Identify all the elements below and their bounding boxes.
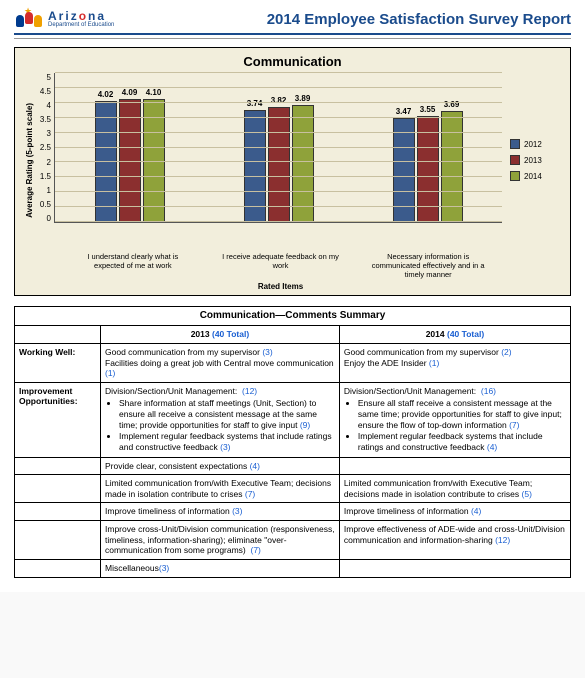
legend-swatch [510,139,520,149]
table-row: Limited communication from/with Executiv… [15,475,571,503]
bar-value: 4.02 [98,90,114,99]
grid-line [55,87,502,88]
row-label: Working Well: [15,343,101,382]
grid-line [55,72,502,73]
x-label: Necessary information is communicated ef… [368,252,488,279]
grid-line [55,191,502,192]
cell-2014: Improve timeliness of information (4) [339,503,570,521]
y-tick: 0 [36,214,51,223]
legend-label: 2013 [524,156,542,165]
x-axis-labels: I understand clearly what is expected of… [59,252,502,279]
brand-main: Arizona [48,10,114,22]
header-bar: ★ Arizona Department of Education 2014 E… [14,8,571,35]
cell-2013: Provide clear, consistent expectations (… [101,457,340,475]
y-tick: 1 [36,186,51,195]
y-tick: 1.5 [36,172,51,181]
table-row: Provide clear, consistent expectations (… [15,457,571,475]
grid-line [55,102,502,103]
bar-group: 3.74 3.823.89 [234,73,324,222]
cell-2013: Division/Section/Unit Management: (12)Sh… [101,382,340,457]
table-row: Improve timeliness of information (3)Imp… [15,503,571,521]
row-label [15,521,101,560]
grid-line [55,132,502,133]
legend: 2012 2013 2014 [502,73,562,248]
cell-2013: Good communication from my supervisor (3… [101,343,340,382]
brand-logo: ★ Arizona Department of Education [14,8,114,30]
legend-swatch [510,155,520,165]
y-tick: 5 [36,73,51,82]
grid-line [55,161,502,162]
y-tick: 2 [36,158,51,167]
y-tick: 3.5 [36,115,51,124]
grid-line [55,117,502,118]
summary-col-2014: 2014 (40 Total) [339,326,570,344]
cell-2014: Division/Section/Unit Management: (16)En… [339,382,570,457]
table-row: Miscellaneous(3) [15,559,571,577]
bar-value: 3.55 [420,105,436,114]
x-label: I receive adequate feedback on my work [220,252,340,279]
bar: 3.89 [292,105,314,222]
bar-groups: 4.024.094.103.743.823.893.473.553.69 [55,73,502,222]
bar-value: 4.10 [146,88,162,97]
row-label: Improvement Opportunities: [15,382,101,457]
legend-label: 2012 [524,140,542,149]
plot-area: 4.024.094.103.743.823.893.473.553.69 [54,73,502,223]
row-label [15,559,101,577]
legend-label: 2014 [524,172,542,181]
table-row: Improve cross-Unit/Division communicatio… [15,521,571,560]
y-tick: 0.5 [36,200,51,209]
grid-line [55,206,502,207]
bar-value: 3.47 [396,107,412,116]
bar-group: 4.02 4.09 4.10 [85,73,175,222]
summary-col-blank [15,326,101,344]
header-rule [14,38,571,39]
page: ★ Arizona Department of Education 2014 E… [0,0,585,592]
cell-2014: Limited communication from/with Executiv… [339,475,570,503]
chart-title: Communication [23,54,562,69]
y-tick: 4.5 [36,87,51,96]
summary-title: Communication—Comments Summary [15,306,571,326]
cell-2013: Miscellaneous(3) [101,559,340,577]
row-label [15,475,101,503]
legend-item: 2012 [510,139,562,149]
y-axis-label: Average Rating (5-point scale) [23,73,36,248]
row-label [15,503,101,521]
legend-swatch [510,171,520,181]
cell-2014: Good communication from my supervisor (2… [339,343,570,382]
cell-2013: Improve cross-Unit/Division communicatio… [101,521,340,560]
table-row: Working Well:Good communication from my … [15,343,571,382]
cell-2013: Improve timeliness of information (3) [101,503,340,521]
brand-text: Arizona Department of Education [48,10,114,28]
summary-col-2013: 2013 (40 Total) [101,326,340,344]
x-axis-title: Rated Items [59,282,502,291]
x-label: I understand clearly what is expected of… [73,252,193,279]
row-label [15,457,101,475]
y-axis-ticks: 5 4.5 4 3.5 3 2.5 2 1.5 1 0.5 0 [36,73,54,223]
cell-2014 [339,559,570,577]
chart-body: Average Rating (5-point scale) 5 4.5 4 3.5 3… [23,73,562,248]
cell-2014 [339,457,570,475]
summary-table: Communication—Comments Summary 2013 (40 … [14,306,571,578]
y-tick: 2.5 [36,143,51,152]
bar: 3.82 [268,107,290,222]
bar-group: 3.473.553.69 [383,73,473,222]
grid-line [55,147,502,148]
y-tick: 3 [36,129,51,138]
legend-item: 2014 [510,171,562,181]
cell-2013: Limited communication from/with Executiv… [101,475,340,503]
grid-line [55,176,502,177]
chart-panel: Communication Average Rating (5-point sc… [14,47,571,296]
report-title: 2014 Employee Satisfaction Survey Report [267,11,571,28]
grid-line [55,221,502,222]
bar-value: 4.09 [122,88,138,97]
cell-2014: Improve effectiveness of ADE-wide and cr… [339,521,570,560]
bar-value: 3.74 [247,99,263,108]
logo-figures-icon: ★ [14,8,44,30]
table-row: Improvement Opportunities:Division/Secti… [15,382,571,457]
y-tick: 4 [36,101,51,110]
brand-sub: Department of Education [48,22,114,28]
legend-item: 2013 [510,155,562,165]
